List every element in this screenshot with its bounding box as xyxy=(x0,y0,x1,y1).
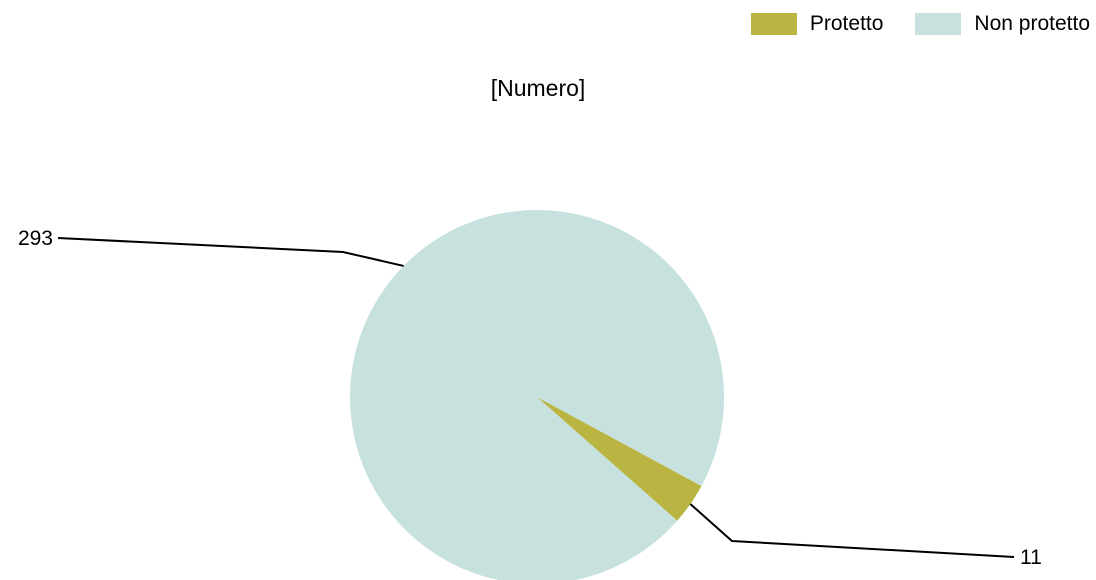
data-label-protetto: 11 xyxy=(1020,546,1042,569)
pie-slice-protetto[interactable] xyxy=(537,397,702,521)
legend: Protetto Non protetto xyxy=(750,12,1090,36)
legend-item-non-protetto[interactable]: Non protetto xyxy=(915,12,1090,36)
chart-title: [Numero] xyxy=(490,75,586,101)
legend-label-non-protetto: Non protetto xyxy=(974,12,1090,35)
data-label-non-protetto: 293 xyxy=(18,227,53,250)
legend-swatch-non-protetto xyxy=(915,13,962,35)
leader-line-protetto xyxy=(689,503,1015,558)
legend-swatch-protetto xyxy=(750,13,797,35)
legend-item-protetto[interactable]: Protetto xyxy=(750,12,884,36)
legend-label-protetto: Protetto xyxy=(809,12,884,35)
leader-line-non-protetto xyxy=(57,237,404,267)
pie-slice-non-protetto[interactable] xyxy=(350,210,724,580)
